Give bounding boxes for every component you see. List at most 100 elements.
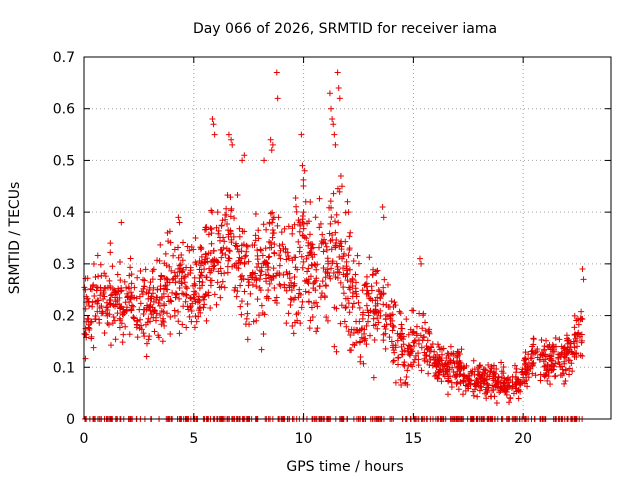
data-point xyxy=(389,298,395,304)
data-point xyxy=(226,132,232,138)
data-point xyxy=(332,218,338,224)
data-point xyxy=(330,121,336,127)
data-point xyxy=(547,381,553,387)
data-point xyxy=(304,268,310,274)
data-point xyxy=(91,345,97,351)
data-point xyxy=(279,229,285,235)
data-point xyxy=(307,231,313,237)
data-point xyxy=(242,288,248,294)
data-point xyxy=(244,316,250,322)
data-point xyxy=(391,299,397,305)
data-point xyxy=(303,199,309,205)
data-point xyxy=(335,220,341,226)
data-point xyxy=(218,255,224,261)
data-point xyxy=(167,331,173,337)
y-tick-label: 0.4 xyxy=(53,205,75,221)
data-point xyxy=(183,324,189,330)
data-point xyxy=(367,333,373,339)
data-point xyxy=(214,302,220,308)
data-point xyxy=(217,295,223,301)
data-point xyxy=(255,261,261,267)
data-point xyxy=(253,232,259,238)
data-point xyxy=(425,337,431,343)
data-point xyxy=(414,324,420,330)
data-point xyxy=(287,302,293,308)
data-point xyxy=(271,230,277,236)
data-point xyxy=(552,373,558,379)
data-point xyxy=(111,314,117,320)
data-point xyxy=(141,333,147,339)
data-point xyxy=(571,324,577,330)
data-point xyxy=(259,347,265,353)
data-point xyxy=(209,241,215,247)
data-point xyxy=(276,214,282,220)
data-point xyxy=(163,251,169,257)
data-point xyxy=(154,257,160,263)
data-point xyxy=(299,163,305,169)
data-point xyxy=(456,386,462,392)
data-point xyxy=(238,312,244,318)
data-point xyxy=(578,309,584,315)
y-tick-label: 0.6 xyxy=(53,102,75,118)
data-point xyxy=(228,137,234,143)
data-point xyxy=(299,299,305,305)
data-point xyxy=(259,269,265,275)
data-point xyxy=(115,271,121,277)
x-axis-label: GPS time / hours xyxy=(286,459,403,475)
data-point xyxy=(120,339,126,345)
data-point xyxy=(239,157,245,163)
data-point xyxy=(127,264,133,270)
data-point xyxy=(170,253,176,259)
data-point xyxy=(324,247,330,253)
data-point xyxy=(270,227,276,233)
data-point xyxy=(294,209,300,215)
data-point xyxy=(313,267,319,273)
x-tick-label: 20 xyxy=(514,431,532,447)
data-point xyxy=(293,195,299,201)
data-point xyxy=(172,307,178,313)
data-point xyxy=(192,313,198,319)
data-point xyxy=(313,214,319,220)
data-point xyxy=(579,266,585,272)
data-point xyxy=(207,277,213,283)
data-point xyxy=(175,309,181,315)
x-tick-label: 15 xyxy=(404,431,422,447)
data-point xyxy=(419,367,425,373)
data-point xyxy=(268,211,274,217)
data-point xyxy=(182,279,188,285)
data-point xyxy=(347,309,353,315)
data-point xyxy=(342,305,348,311)
data-point xyxy=(225,270,231,276)
data-point xyxy=(393,380,399,386)
data-point xyxy=(106,278,112,284)
data-point xyxy=(95,252,101,258)
data-point xyxy=(544,378,550,384)
data-point xyxy=(85,316,91,322)
data-point xyxy=(568,360,574,366)
data-point xyxy=(236,249,242,255)
data-point xyxy=(422,352,428,358)
data-point xyxy=(194,319,200,325)
data-point xyxy=(405,363,411,369)
data-point xyxy=(306,289,312,295)
data-point xyxy=(201,266,207,272)
data-point xyxy=(314,303,320,309)
data-point xyxy=(309,262,315,268)
data-point xyxy=(471,393,477,399)
data-point xyxy=(167,314,173,320)
data-point xyxy=(380,301,386,307)
data-point xyxy=(138,300,144,306)
data-point xyxy=(255,256,261,262)
data-point xyxy=(313,328,319,334)
data-point xyxy=(177,219,183,225)
data-point xyxy=(327,276,333,282)
data-point xyxy=(448,344,454,350)
data-point xyxy=(327,221,333,227)
data-point xyxy=(120,332,126,338)
data-point xyxy=(562,378,568,384)
data-point xyxy=(417,256,423,262)
data-point xyxy=(327,90,333,96)
data-point xyxy=(426,353,432,359)
data-point xyxy=(276,281,282,287)
data-point xyxy=(307,325,313,331)
